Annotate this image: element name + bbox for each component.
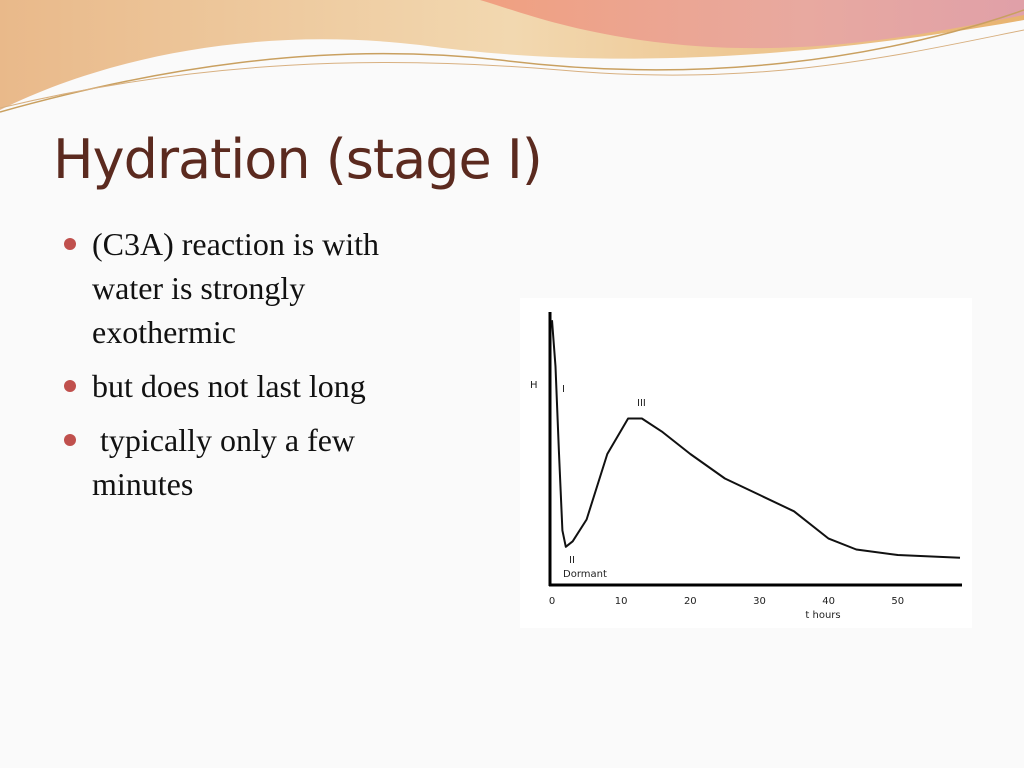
- annotation: I: [562, 384, 565, 395]
- annotation: Dormant: [563, 569, 607, 580]
- slide-title: Hydration (stage I): [53, 128, 543, 191]
- x-tick-label: 0: [549, 596, 555, 607]
- x-axis-label: t hours: [805, 610, 840, 621]
- data-line: [551, 320, 961, 559]
- chart-background: [520, 298, 972, 628]
- bullet: but does not last long: [62, 364, 442, 408]
- annotation: II: [569, 555, 575, 566]
- x-tick-label: 20: [684, 596, 697, 607]
- x-tick-label: 30: [753, 596, 766, 607]
- annotation: III: [637, 398, 646, 409]
- y-axis-label: H: [530, 380, 538, 391]
- bullet: typically only a few minutes: [62, 418, 442, 506]
- header-decoration: [0, 0, 1024, 113]
- bullet-list: (C3A) reaction is with water is strongly…: [62, 222, 442, 516]
- x-tick-label: 40: [822, 596, 835, 607]
- bullet: (C3A) reaction is with water is strongly…: [62, 222, 442, 354]
- x-tick-label: 10: [615, 596, 628, 607]
- x-tick-label: 50: [891, 596, 904, 607]
